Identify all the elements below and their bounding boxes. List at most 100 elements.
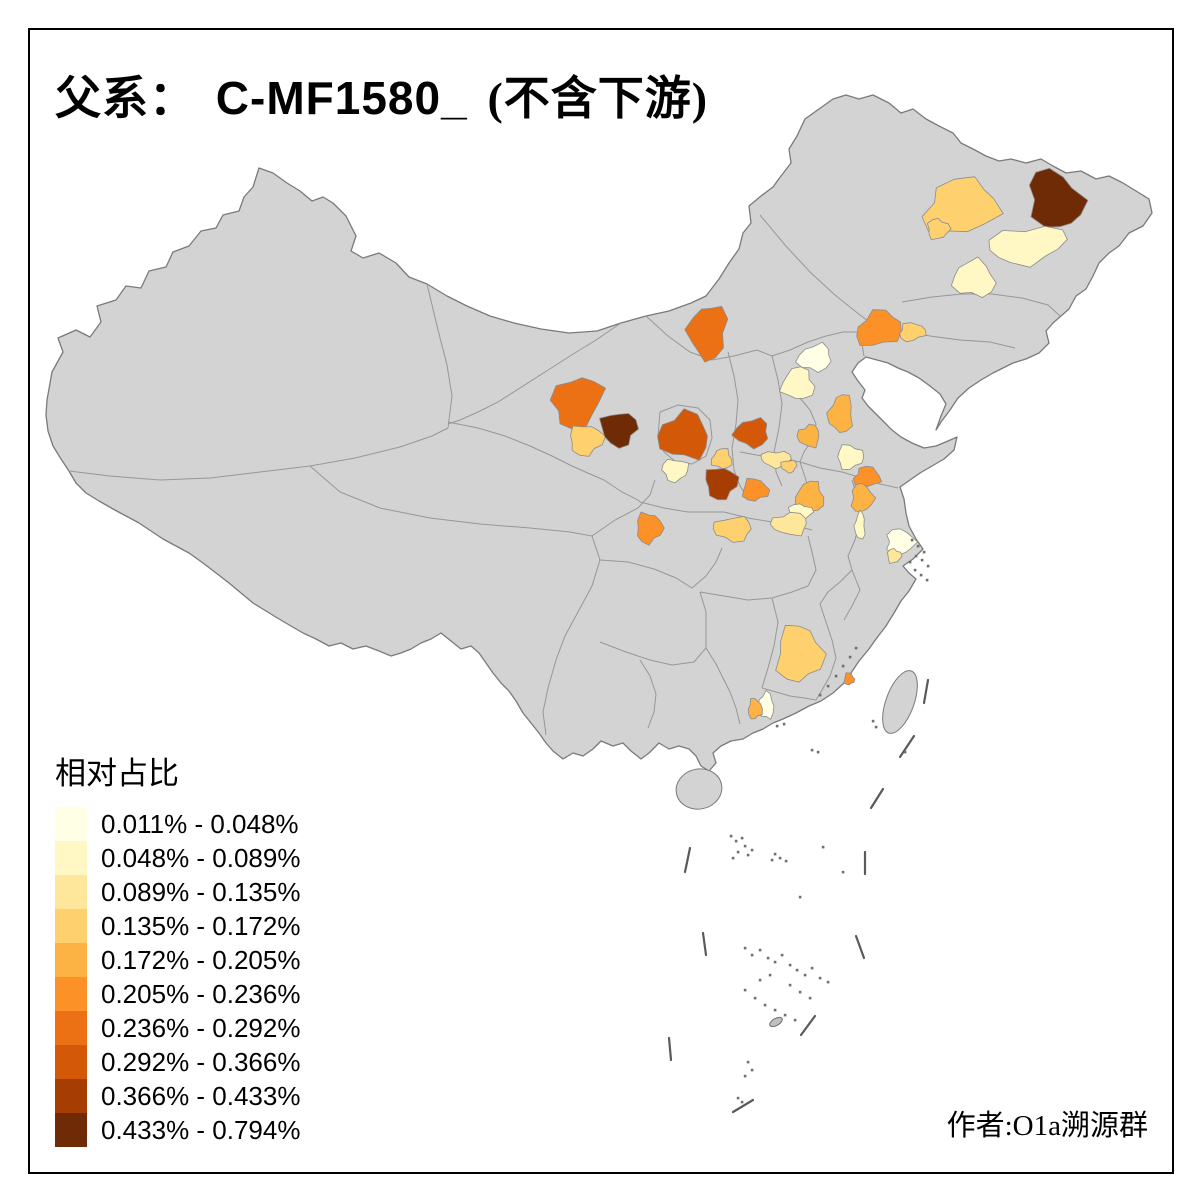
sea-island-speck	[729, 834, 733, 838]
province-border	[705, 647, 741, 725]
highlighted-prefecture-class-7	[684, 305, 729, 363]
legend-item: 0.236% - 0.292%	[55, 1011, 300, 1045]
legend-item: 0.011% - 0.048%	[55, 807, 300, 841]
sea-island-speck	[916, 544, 920, 548]
province-border	[759, 214, 881, 331]
sea-island-speck	[784, 859, 788, 863]
sea-island-speck	[778, 856, 782, 860]
legend-label: 0.433% - 0.794%	[101, 1114, 301, 1145]
legend-swatch	[55, 1045, 87, 1079]
highlighted-prefecture-class-6	[852, 465, 882, 487]
sea-island-speck	[750, 848, 754, 852]
nine-dash-line-segment	[683, 846, 692, 874]
sea-island-speck	[746, 853, 750, 857]
taiwan-island	[882, 670, 918, 734]
sea-island-speck	[821, 845, 825, 849]
sea-island-speck	[874, 725, 878, 729]
sea-island-speck	[913, 568, 917, 572]
nine-dash-line-segment	[854, 934, 866, 960]
legend-swatch	[55, 1079, 87, 1113]
sea-island-speck	[910, 538, 914, 542]
province-border	[426, 283, 453, 429]
sea-island-speck	[731, 856, 735, 860]
page-title: 父系： C-MF1580_ (不含下游)	[55, 62, 708, 128]
sea-island-speck	[926, 564, 930, 568]
sea-island-speck	[808, 996, 812, 1000]
nine-dash-line-segment	[799, 1014, 817, 1037]
sea-island-speck	[746, 1060, 750, 1064]
sea-island-speck	[743, 946, 747, 950]
legend-label: 0.048% - 0.089%	[101, 842, 301, 873]
sea-island-speck	[743, 988, 747, 992]
highlighted-prefecture-class-8	[657, 408, 708, 461]
legend-swatch	[55, 841, 87, 875]
highlighted-prefecture-class-5	[748, 698, 763, 720]
legend-swatch	[55, 807, 87, 841]
legend-label: 0.236% - 0.292%	[101, 1012, 301, 1043]
sea-island-speck	[775, 724, 779, 728]
highlighted-prefecture-class-4	[775, 624, 827, 683]
province-border	[447, 322, 622, 425]
sea-island-speck	[834, 674, 838, 678]
title-haplogroup-code: C-MF1580_	[215, 72, 468, 124]
sea-island-speck	[734, 839, 738, 843]
sea-island-speck	[773, 852, 777, 856]
sea-island-speck	[758, 978, 762, 982]
province-border	[645, 315, 865, 361]
province-border	[819, 569, 853, 691]
highlighted-prefecture-class-1	[886, 528, 918, 556]
attribution-text: 作者:O1a溯源群	[946, 1110, 1148, 1142]
sea-island-speck	[788, 983, 792, 987]
legend-item: 0.366% - 0.433%	[55, 1079, 300, 1113]
sea-island-speck	[783, 1013, 787, 1017]
sea-island-speck	[810, 966, 814, 970]
highlighted-prefecture-class-4	[712, 516, 752, 543]
highlighted-prefecture-class-2	[837, 444, 865, 471]
highlighted-prefecture-class-4	[927, 217, 952, 241]
sea-island-speck	[753, 996, 757, 1000]
province-border	[603, 479, 641, 503]
legend-item: 0.433% - 0.794%	[55, 1113, 300, 1147]
sea-island-speck	[871, 719, 875, 723]
province-border	[309, 465, 593, 537]
highlighted-prefecture-class-5	[826, 394, 853, 434]
highlighted-prefecture-class-5	[796, 423, 820, 449]
legend-swatch	[55, 1011, 87, 1045]
highlighted-prefecture-class-2	[988, 225, 1068, 268]
legend-swatch	[55, 977, 87, 1011]
nine-dash-line-segment	[667, 1036, 673, 1062]
nine-dash-line-segment	[731, 1098, 755, 1114]
highlighted-prefecture-class-4	[921, 176, 1004, 233]
sea-island-speck	[908, 560, 912, 564]
sea-island-speck	[818, 976, 822, 980]
highlighted-prefecture-class-4	[711, 448, 733, 470]
highlighted-prefecture-class-6	[741, 477, 771, 502]
highlighted-prefecture-class-6	[856, 309, 902, 346]
legend-item: 0.292% - 0.366%	[55, 1045, 300, 1079]
hainan-island	[675, 768, 723, 810]
province-border	[807, 535, 817, 587]
sea-island-speck	[750, 1068, 754, 1072]
highlighted-prefecture-class-10	[1029, 167, 1089, 228]
sea-island-speck	[848, 655, 852, 659]
legend-swatch	[55, 875, 87, 909]
sea-island-speck	[763, 1003, 767, 1007]
legend-label: 0.205% - 0.236%	[101, 978, 301, 1009]
legend-title: 相对占比	[55, 756, 179, 791]
sea-island-speck	[773, 1008, 777, 1012]
province-border	[447, 421, 605, 481]
highlighted-prefecture-class-1	[795, 341, 832, 373]
nine-dash-line-segment	[869, 787, 885, 810]
sea-island-speck	[740, 836, 744, 840]
legend-label: 0.366% - 0.433%	[101, 1080, 301, 1111]
sea-island-speck	[841, 870, 845, 874]
highlighted-prefecture-class-6	[843, 672, 856, 686]
sea-island-speck	[925, 578, 929, 582]
highlighted-prefecture-class-3	[769, 511, 807, 537]
legend-item: 0.135% - 0.172%	[55, 909, 300, 943]
province-border	[599, 547, 723, 589]
highlighted-prefecture-class-4	[899, 322, 927, 343]
legend: 相对占比 0.011% - 0.048% 0.048% - 0.089% 0.089…	[55, 748, 300, 1147]
sea-island-speck	[903, 750, 907, 754]
sea-island-speck	[818, 693, 822, 697]
